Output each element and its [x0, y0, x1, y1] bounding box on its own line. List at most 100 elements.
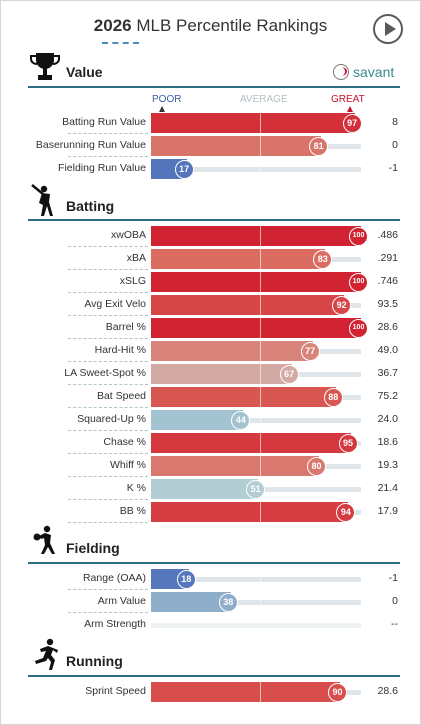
percentile-track — [151, 577, 361, 582]
metric-row[interactable]: Bat Speed 88 75.2 — [0, 386, 421, 409]
average-line — [260, 272, 261, 293]
metric-label: Arm Value — [97, 595, 146, 607]
percentile-badge: 51 — [246, 480, 266, 499]
percentile-badge: 17 — [174, 160, 194, 179]
metric-value: 28.6 — [377, 685, 398, 697]
metric-label: xSLG — [119, 275, 146, 287]
baseball-icon — [333, 64, 349, 80]
percentile-badge: 67 — [279, 365, 299, 384]
metric-row[interactable]: xwOBA 100 .486 — [0, 225, 421, 248]
metric-value: 93.5 — [377, 298, 398, 310]
percentile-badge: 77 — [300, 342, 320, 361]
metric-row[interactable]: K % 51 21.4 — [0, 478, 421, 501]
row-divider — [68, 361, 148, 362]
metric-row[interactable]: LA Sweet-Spot % 67 36.7 — [0, 363, 421, 386]
metric-row[interactable]: Batting Run Value 97 8 — [0, 112, 421, 135]
section-divider — [28, 219, 400, 221]
percentile-bar — [151, 226, 361, 246]
percentile-badge: 80 — [307, 457, 326, 476]
average-line — [260, 502, 261, 523]
row-divider — [68, 269, 148, 270]
row-divider — [68, 338, 148, 339]
section-divider — [28, 675, 400, 677]
metric-value: 19.3 — [377, 459, 398, 471]
savant-label: savant — [353, 64, 395, 80]
percentile-bar — [151, 433, 351, 453]
metric-row[interactable]: Whiff % 80 19.3 — [0, 455, 421, 478]
percentile-badge: 81 — [309, 137, 329, 156]
row-divider — [68, 292, 148, 293]
section-title-value: Value — [66, 64, 103, 80]
percentile-track — [151, 600, 361, 605]
average-line — [260, 136, 261, 157]
percentile-badge: 100 — [349, 319, 368, 338]
metric-label: Hard-Hit % — [94, 344, 146, 356]
metric-label: Avg Exit Velo — [84, 298, 146, 310]
metric-value: 75.2 — [377, 390, 398, 402]
average-line — [260, 318, 261, 339]
metric-row[interactable]: Baserunning Run Value 81 0 — [0, 135, 421, 158]
percentile-bar — [151, 272, 361, 292]
metric-row[interactable]: Hard-Hit % 77 49.0 — [0, 340, 421, 363]
metric-row[interactable]: Arm Value 38 0 — [0, 591, 421, 614]
percentile-badge: 88 — [323, 388, 343, 407]
metric-row[interactable]: Squared-Up % 44 24.0 — [0, 409, 421, 432]
play-icon[interactable] — [373, 14, 403, 44]
metric-row[interactable]: Chase % 95 18.6 — [0, 432, 421, 455]
savant-logo[interactable]: savant — [333, 64, 394, 80]
metric-value: 24.0 — [377, 413, 398, 425]
average-line — [260, 682, 261, 703]
average-line — [260, 113, 261, 134]
metric-row[interactable]: Range (OAA) 18 -1 — [0, 568, 421, 591]
metric-row[interactable]: Fielding Run Value 17 -1 — [0, 158, 421, 181]
percentile-bar — [151, 387, 336, 407]
percentile-badge: 100 — [349, 227, 368, 246]
row-divider — [68, 133, 148, 134]
percentile-badge: 95 — [338, 434, 358, 453]
metric-value: 49.0 — [377, 344, 398, 356]
metric-label: Arm Strength — [84, 618, 146, 630]
trophy-icon — [30, 53, 60, 80]
section-divider — [28, 562, 400, 564]
metric-label: Whiff % — [110, 459, 146, 471]
section-title-running: Running — [66, 653, 123, 669]
percentile-bar — [151, 341, 313, 361]
average-line — [260, 569, 261, 590]
percentile-badge: 100 — [349, 273, 368, 292]
percentile-bar — [151, 249, 326, 269]
percentile-bar — [151, 410, 244, 430]
percentile-track — [151, 167, 361, 172]
metric-row[interactable]: Barrel % 100 28.6 — [0, 317, 421, 340]
legend-poor: POOR — [152, 94, 182, 105]
percentile-bar — [151, 502, 349, 522]
metric-label: K % — [126, 482, 146, 494]
row-divider — [68, 246, 148, 247]
metric-label: Barrel % — [105, 321, 146, 333]
metric-value: 28.6 — [377, 321, 398, 333]
metric-label: Sprint Speed — [85, 685, 146, 697]
metric-label: Bat Speed — [96, 390, 146, 402]
title-year[interactable]: 2026 — [93, 16, 132, 35]
metric-label: Fielding Run Value — [58, 162, 146, 174]
metric-value: 17.9 — [377, 505, 398, 517]
percentile-bar — [151, 318, 361, 338]
percentile-badge: 38 — [218, 593, 238, 612]
metric-label: Range (OAA) — [82, 572, 146, 584]
average-line — [260, 295, 261, 316]
metric-row[interactable]: xBA 83 .291 — [0, 248, 421, 271]
average-line — [260, 249, 261, 270]
metric-value: 0 — [392, 139, 398, 151]
metric-value: 8 — [392, 116, 398, 128]
metric-row[interactable]: Sprint Speed 90 28.6 — [0, 681, 421, 704]
metric-label: xBA — [126, 252, 146, 264]
row-divider — [68, 430, 148, 431]
metric-value: -- — [391, 618, 398, 630]
metric-row[interactable]: BB % 94 17.9 — [0, 501, 421, 524]
row-divider — [68, 589, 148, 590]
poor-marker-icon — [159, 106, 165, 112]
metric-row[interactable]: Avg Exit Velo 92 93.5 — [0, 294, 421, 317]
metric-row[interactable]: xSLG 100 .746 — [0, 271, 421, 294]
section-divider — [28, 86, 400, 88]
metric-row[interactable]: Arm Strength -- — [0, 614, 421, 637]
metric-label: Baserunning Run Value — [35, 139, 146, 151]
